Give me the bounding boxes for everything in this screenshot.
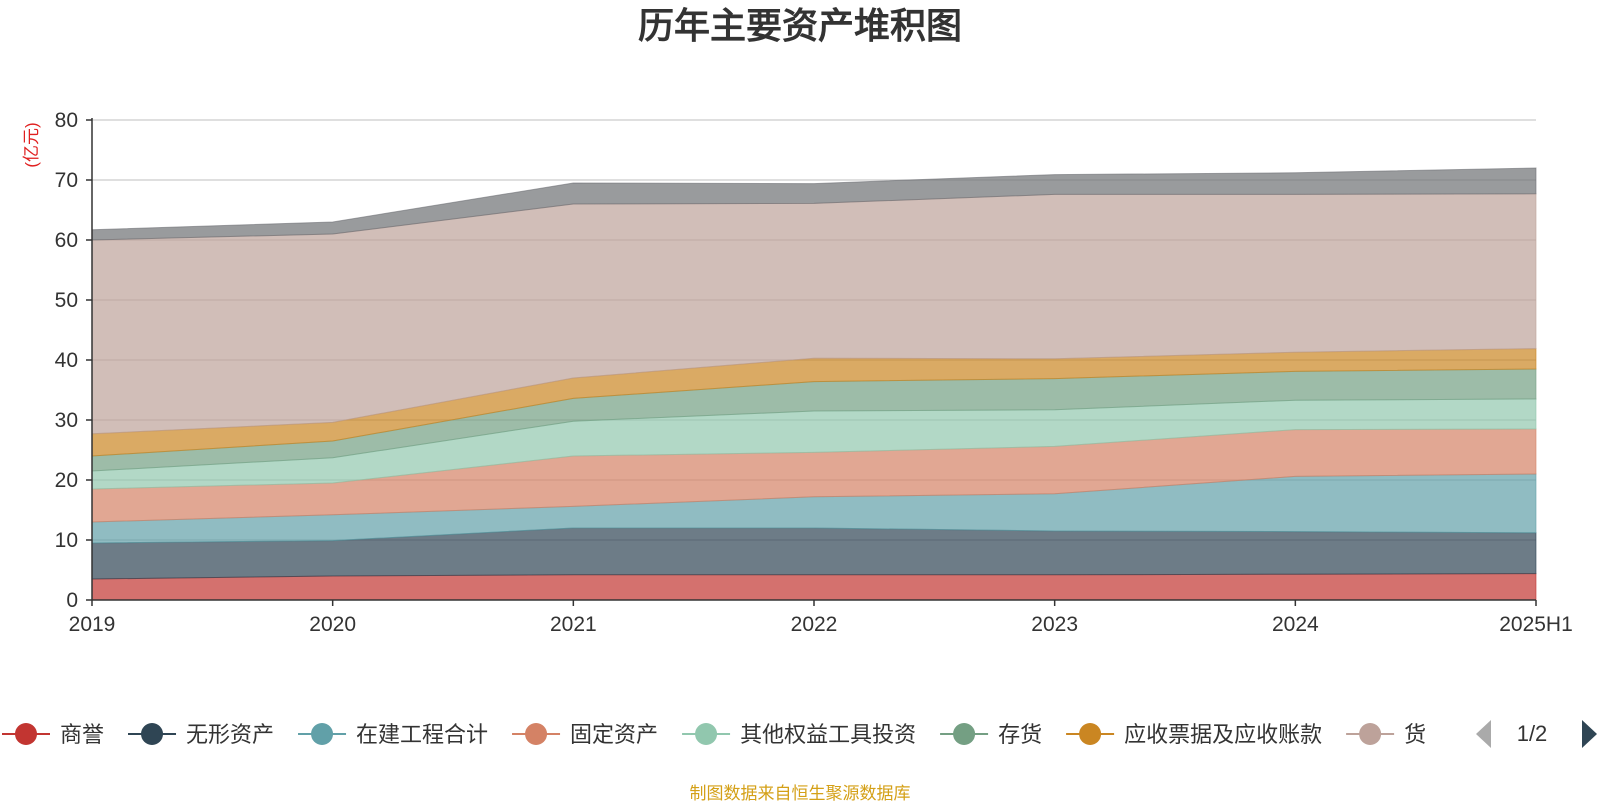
y-tick-label: 20 [55,469,78,492]
x-tick-label: 2022 [791,613,838,636]
chart-title: 历年主要资产堆积图 [637,5,962,46]
legend-marker [15,723,37,745]
legend-label: 在建工程合计 [356,722,488,747]
legend-item[interactable]: 应收票据及应收账款 [1066,722,1322,747]
legend-item[interactable]: 固定资产 [512,722,658,747]
legend-marker [311,723,334,745]
legend-label: 固定资产 [570,722,658,747]
legend-item[interactable]: 存货 [940,722,1042,747]
area-series-0 [91,573,1537,601]
legend-label: 应收票据及应收账款 [1124,722,1322,747]
y-tick-label: 40 [55,349,78,372]
legend-item[interactable]: 货 [1346,722,1426,747]
x-tick-label: 2025H1 [1499,613,1573,636]
legend-page-indicator: 1/2 [1517,721,1548,746]
legend-marker [525,723,548,745]
legend-marker [1359,723,1382,745]
legend-label: 其他权益工具投资 [740,722,916,747]
y-tick-label: 60 [55,229,78,252]
y-tick-label: 10 [55,529,78,552]
x-tick-label: 2019 [69,613,116,636]
y-tick-label: 50 [55,289,78,312]
y-axis-unit-label: (亿元) [22,122,41,167]
y-tick-label: 70 [55,169,78,192]
y-tick-label: 0 [66,589,78,612]
legend-marker [695,723,718,745]
legend-label: 无形资产 [186,722,274,747]
triangle-right-icon[interactable] [1582,720,1597,748]
x-tick-label: 2020 [309,613,356,636]
legend-item[interactable]: 在建工程合计 [298,722,488,747]
x-tick-label: 2023 [1031,613,1078,636]
axes: 0 10 20 30 40 50 60 70 80 2019 2020 2021 2022 2023 202… [55,109,1573,636]
y-tick-label: 30 [55,409,78,432]
source-note: 制图数据来自恒生聚源数据库 [689,784,911,803]
legend-marker [953,723,976,745]
area-series-8 [91,167,1537,241]
x-tick-label: 2024 [1272,613,1319,636]
legend-label: 商誉 [60,722,104,747]
stacked-areas [91,167,1537,601]
y-tick-label: 80 [55,109,78,132]
legend-marker [141,723,164,745]
x-tick-label: 2021 [550,613,597,636]
legend-item[interactable]: 商誉 [2,722,104,747]
legend-label: 货 [1404,722,1426,747]
legend[interactable]: 商誉 无形资产 在建工程合计 固定资产 其他权益工具投资 存货 应收票据及应收账款 货 1/2 [2,714,1600,754]
legend-item[interactable]: 无形资产 [128,722,274,747]
legend-marker [1079,723,1102,745]
legend-item[interactable]: 其他权益工具投资 [682,722,916,747]
legend-label: 存货 [998,722,1042,747]
triangle-left-icon[interactable] [1476,720,1491,748]
